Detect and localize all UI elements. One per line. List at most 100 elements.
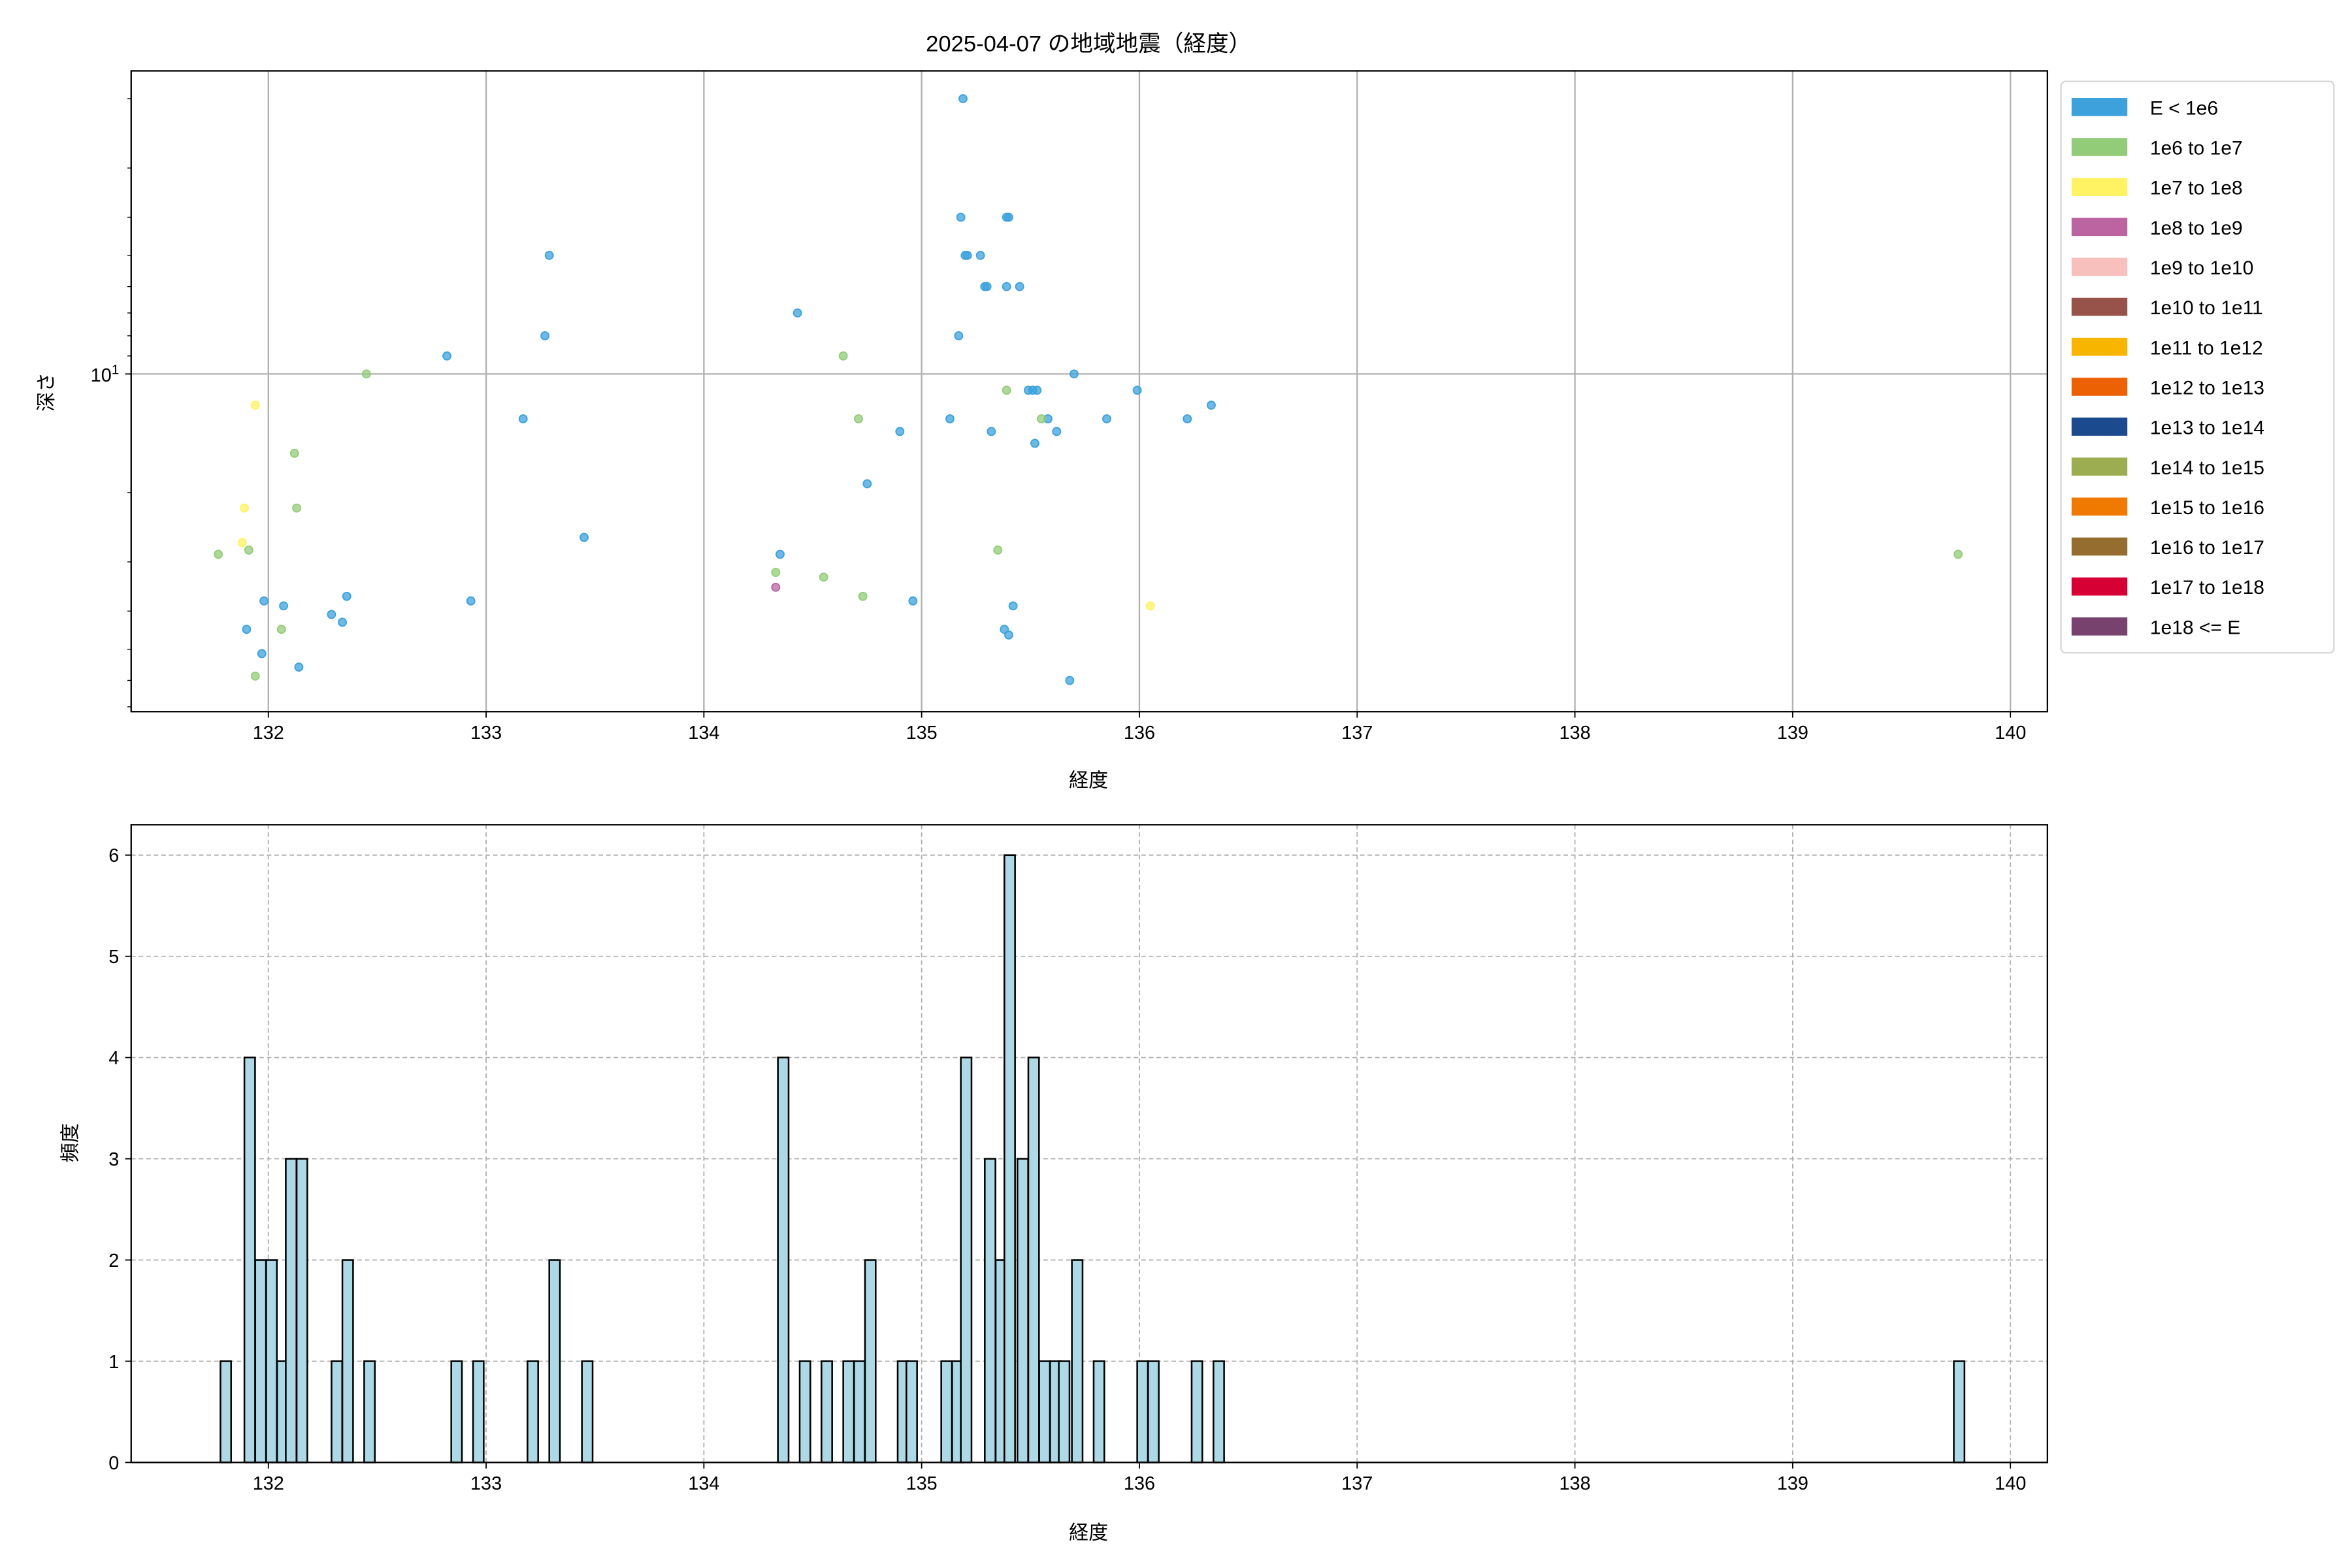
- scatter-point: [544, 250, 554, 260]
- histogram-bar: [1190, 1360, 1203, 1463]
- histogram-bar: [472, 1360, 485, 1463]
- scatter-point: [838, 351, 848, 361]
- scatter-point: [250, 400, 260, 410]
- histogram-bar: [1213, 1360, 1225, 1463]
- legend-swatch: [2071, 138, 2128, 156]
- scatter-point: [1030, 438, 1039, 448]
- scatter-point: [987, 427, 996, 436]
- y-tick-label: 0: [108, 1453, 119, 1474]
- x-tick-label: 140: [1995, 723, 2026, 743]
- histogram-bar: [1136, 1360, 1149, 1463]
- axes-frame: [130, 824, 2048, 1463]
- scatter-point: [466, 596, 476, 606]
- x-tick-label: 137: [1341, 723, 1373, 743]
- scatter-point: [1132, 385, 1142, 395]
- scatter-point: [1032, 385, 1042, 395]
- legend-label: 1e6 to 1e7: [2150, 138, 2243, 159]
- scatter-point: [214, 549, 223, 559]
- x-tick-label: 134: [688, 1473, 719, 1494]
- x-tick-label: 139: [1777, 1473, 1808, 1494]
- y-tick-label: 2: [108, 1250, 119, 1271]
- legend-frame: [2060, 80, 2335, 654]
- legend-label: 1e16 to 1e17: [2150, 537, 2264, 559]
- y-tick-label: 4: [108, 1048, 119, 1069]
- scatter-point: [580, 532, 589, 542]
- x-tick-label: 139: [1777, 723, 1808, 743]
- histogram-x-axis-label: 経度: [1069, 1522, 1108, 1544]
- x-tick-label: 133: [470, 1473, 502, 1494]
- scatter-point: [819, 572, 828, 582]
- histogram-bar: [1071, 1259, 1084, 1463]
- scatter-point: [1065, 676, 1075, 685]
- histogram-bar: [285, 1158, 298, 1463]
- legend-swatch: [2071, 617, 2128, 636]
- scatter-point: [1008, 601, 1018, 611]
- scatter-point: [908, 596, 918, 606]
- histogram-bar: [1004, 854, 1016, 1463]
- y-tick-label: 6: [108, 845, 119, 866]
- scatter-point: [294, 662, 304, 672]
- legend-swatch: [2071, 178, 2128, 196]
- histogram-bar: [243, 1056, 256, 1463]
- histogram-bar: [1092, 1360, 1105, 1463]
- x-tick-label: 136: [1124, 1473, 1155, 1494]
- scatter-point: [956, 212, 966, 222]
- histogram-bar: [853, 1360, 866, 1463]
- legend-swatch: [2071, 98, 2128, 116]
- scatter-point: [361, 369, 371, 379]
- histogram-bar: [864, 1259, 877, 1463]
- scatter-point: [993, 546, 1003, 555]
- histogram-bar: [984, 1158, 996, 1463]
- histogram-bar: [527, 1360, 539, 1463]
- scatter-point: [292, 503, 302, 513]
- histogram-bar: [821, 1360, 833, 1463]
- legend-label: E < 1e6: [2150, 97, 2218, 119]
- histogram-bar: [1147, 1360, 1160, 1463]
- scatter-point: [1037, 414, 1046, 424]
- legend-swatch: [2071, 218, 2128, 237]
- scatter-point: [1004, 212, 1013, 222]
- x-tick-label: 138: [1560, 723, 1591, 743]
- x-tick-label: 135: [906, 1473, 938, 1494]
- scatter-point: [237, 538, 247, 547]
- histogram-bar: [265, 1259, 278, 1463]
- scatter-point: [250, 671, 260, 681]
- scatter-point: [259, 596, 269, 606]
- scatter-point: [540, 331, 549, 340]
- scatter-point: [1015, 282, 1024, 291]
- scatter-axes: 132 133 134 135 136 137 138 139 140 101: [91, 70, 2048, 743]
- legend-swatch: [2071, 257, 2128, 276]
- scatter-point: [771, 582, 781, 592]
- y-tick-label: 1: [108, 1352, 119, 1373]
- scatter-point: [1102, 414, 1111, 424]
- histogram-bar: [960, 1056, 973, 1463]
- scatter-point: [442, 351, 451, 361]
- scatter-point: [342, 591, 351, 601]
- legend-swatch: [2071, 297, 2128, 316]
- scatter-point: [771, 568, 781, 578]
- x-tick-label: 135: [906, 723, 938, 743]
- legend-label: 1e13 to 1e14: [2150, 417, 2264, 439]
- histogram-bar: [1038, 1360, 1051, 1463]
- legend-label: 1e17 to 1e18: [2150, 577, 2264, 598]
- histogram-bar: [1017, 1158, 1029, 1463]
- x-tick-label: 132: [253, 723, 284, 743]
- histogram-bar: [842, 1360, 855, 1463]
- legend-swatch: [2071, 497, 2128, 516]
- scatter-point: [279, 601, 289, 611]
- legend-label: 1e12 to 1e13: [2150, 377, 2264, 399]
- scatter-point: [1002, 385, 1011, 395]
- scatter-point: [1070, 369, 1079, 379]
- y-tick-label: 101: [91, 362, 120, 386]
- scatter-point: [518, 414, 528, 424]
- legend-swatch: [2071, 337, 2128, 356]
- scatter-point: [1004, 630, 1013, 640]
- scatter-point: [1207, 400, 1216, 410]
- legend-label: 1e8 to 1e9: [2150, 218, 2243, 239]
- histogram-bar: [777, 1056, 790, 1463]
- scatter-point: [954, 331, 964, 340]
- x-tick-label: 138: [1560, 1473, 1591, 1494]
- histogram-bar: [548, 1259, 561, 1463]
- histogram-bar: [295, 1158, 308, 1463]
